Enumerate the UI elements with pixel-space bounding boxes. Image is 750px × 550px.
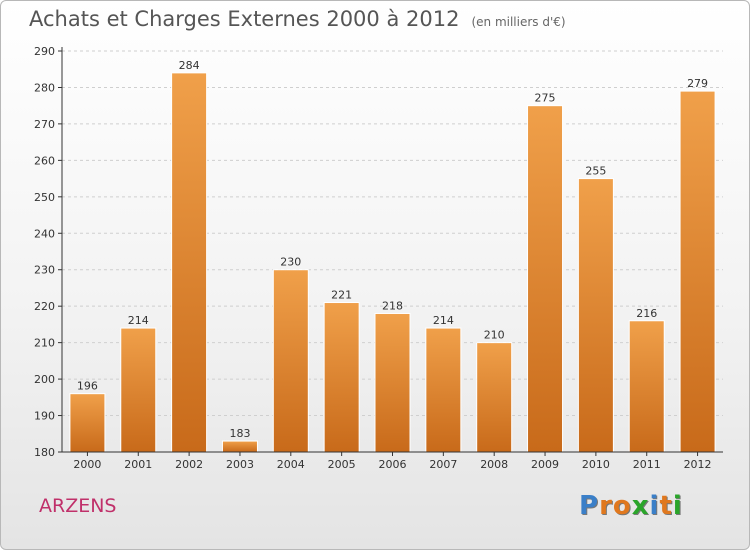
x-tick-label-2005: 2005 — [328, 458, 356, 471]
value-label-2012: 279 — [687, 77, 708, 90]
bar-2009 — [527, 105, 564, 453]
value-label-2003: 183 — [229, 427, 250, 440]
logo-letter: i — [672, 491, 683, 521]
x-tick-label-2006: 2006 — [379, 458, 407, 471]
value-label-2004: 230 — [280, 256, 301, 269]
bar-2005 — [323, 302, 360, 453]
y-tick-label: 270 — [34, 118, 55, 131]
y-tick-label: 290 — [34, 45, 55, 58]
x-tick-label-2010: 2010 — [582, 458, 610, 471]
logo-letter: r — [599, 491, 613, 521]
chart-subtitle: (en milliers d'€) — [471, 15, 566, 29]
y-tick-label: 200 — [34, 373, 55, 386]
x-tick-label-2004: 2004 — [277, 458, 305, 471]
bar-2004 — [272, 269, 309, 453]
value-label-2007: 214 — [433, 314, 454, 327]
y-tick-label: 250 — [34, 191, 55, 204]
x-tick-label-2012: 2012 — [684, 458, 712, 471]
bar-2003 — [221, 440, 258, 453]
x-tick-label-2000: 2000 — [73, 458, 101, 471]
bar-2001 — [120, 327, 157, 453]
bar-2012 — [679, 90, 716, 453]
y-tick-label: 180 — [34, 446, 55, 459]
bars: 196 214 284 183 230 221 218 214 210 275 255 216 279 — [69, 59, 716, 453]
chart-title-text: Achats et Charges Externes 2000 à 2012 — [29, 7, 460, 31]
y-tick-label: 220 — [34, 300, 55, 313]
value-label-2010: 255 — [585, 165, 606, 178]
bar-2008 — [476, 342, 513, 453]
value-label-2001: 214 — [128, 314, 149, 327]
x-tick-label-2008: 2008 — [480, 458, 508, 471]
value-label-2006: 218 — [382, 299, 403, 312]
logo-letter: i — [649, 491, 660, 521]
bar-2011 — [628, 320, 665, 453]
y-tick-label: 280 — [34, 81, 55, 94]
logo-letter: P — [579, 491, 600, 521]
y-tick-label: 230 — [34, 264, 55, 277]
y-tick-label: 240 — [34, 227, 55, 240]
y-tick-label: 190 — [34, 410, 55, 423]
value-label-2000: 196 — [77, 380, 98, 393]
x-tick-label-2011: 2011 — [633, 458, 661, 471]
x-tick-label-2002: 2002 — [175, 458, 203, 471]
x-tick-label-2007: 2007 — [429, 458, 457, 471]
location-name: ARZENS — [39, 495, 117, 517]
bar-2006 — [374, 312, 411, 453]
value-label-2011: 216 — [636, 307, 657, 320]
logo-letter: x — [631, 491, 650, 521]
y-axis: 180 190 200 210 220 230 240 250 260 270 280 290 — [34, 45, 63, 459]
bar-2000 — [69, 393, 106, 453]
x-tick-label-2003: 2003 — [226, 458, 254, 471]
value-label-2008: 210 — [484, 329, 505, 342]
proxiti-logo: Proxiti — [579, 491, 683, 521]
y-tick-label: 210 — [34, 337, 55, 350]
bar-2010 — [577, 178, 614, 453]
chart-title: Achats et Charges Externes 2000 à 2012 (e… — [29, 7, 566, 31]
y-tick-label: 260 — [34, 154, 55, 167]
logo-letter: t — [659, 491, 673, 521]
bar-2002 — [171, 72, 208, 453]
value-label-2002: 284 — [179, 59, 200, 72]
logo-letter: o — [612, 491, 632, 521]
value-label-2009: 275 — [535, 92, 556, 105]
bar-2007 — [425, 327, 462, 453]
x-tick-label-2009: 2009 — [531, 458, 559, 471]
value-label-2005: 221 — [331, 289, 352, 302]
x-tick-label-2001: 2001 — [124, 458, 152, 471]
x-axis: 2000 2001 2002 2003 2004 2005 2006 2007 2008 2009… — [62, 451, 723, 471]
